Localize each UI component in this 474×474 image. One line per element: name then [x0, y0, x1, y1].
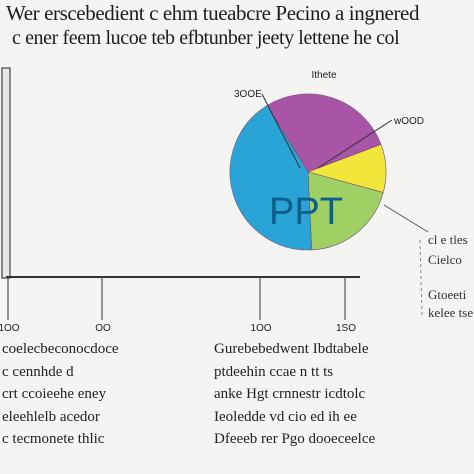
callout-line: [317, 119, 393, 169]
text-line: crt ccoieehe eney: [2, 386, 107, 402]
text-line: Dfeeeb rer Pgo dooeceelce: [214, 431, 376, 447]
pie-chart: PPT: [229, 93, 387, 251]
chart-title-line-2: c ener feem lucoe teb efbtunber jeety le…: [12, 27, 400, 49]
callout-label: Ithete: [311, 70, 336, 81]
text-line: coelecbeconocdoce: [2, 341, 119, 357]
text-line: Gurebebedwent Ibdtabele: [214, 341, 369, 357]
y-axis-bar: [1, 67, 11, 279]
text-line: Ieoledde vd cio ed ih ee: [214, 408, 357, 425]
axes: 1OO OO 1OO 1SO: [0, 67, 360, 334]
pie-label: PPT: [269, 191, 343, 233]
x-tick-label: 1OO: [250, 323, 271, 334]
pie-slice: [266, 93, 382, 173]
text-line: anke Hgt crnnestr icdtolc: [214, 386, 366, 402]
x-tick-label: OO: [95, 323, 111, 334]
side-label: kelee tse: [428, 305, 474, 320]
callout-label: wOOD: [393, 116, 424, 127]
x-tick-label: 1OO: [0, 323, 20, 334]
text-column-right: Gurebebedwent Ibdtabele ptdeehin ccae n …: [214, 338, 474, 451]
text-line: c tecmonete thlic: [2, 431, 105, 447]
pie-slice: [229, 105, 313, 251]
chart-title-line-1: Wer erscebedient c ehm tueabcre Pecino a…: [6, 1, 420, 25]
side-label: Cielco: [428, 252, 462, 267]
pie-slice: [307, 171, 384, 251]
x-tick-label: 1SO: [336, 323, 356, 334]
text-line: c cennhde d: [2, 363, 74, 380]
side-label: cl e tles: [428, 232, 468, 247]
callout-line: [261, 93, 301, 169]
callout-line: [419, 239, 423, 316]
callout-label: 3OOE: [234, 89, 262, 100]
text-line: ptdeehin ccae n tt ts: [214, 363, 334, 380]
text-column-left: coelecbeconocdoce c cennhde d crt ccoiee…: [2, 338, 138, 451]
callout-line: [383, 204, 429, 233]
side-label: Gtoeeti: [428, 287, 467, 302]
text-line: eleehlelb acedor: [2, 408, 100, 425]
callouts: Ithete 3OOE wOOD: [234, 70, 429, 316]
